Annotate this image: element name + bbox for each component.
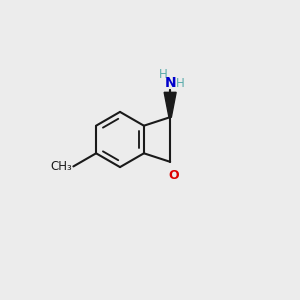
Text: N: N (164, 76, 176, 90)
Text: CH₃: CH₃ (50, 160, 72, 173)
Polygon shape (164, 92, 176, 117)
Text: H: H (176, 77, 184, 90)
Text: H: H (159, 68, 168, 81)
Text: O: O (169, 169, 179, 182)
